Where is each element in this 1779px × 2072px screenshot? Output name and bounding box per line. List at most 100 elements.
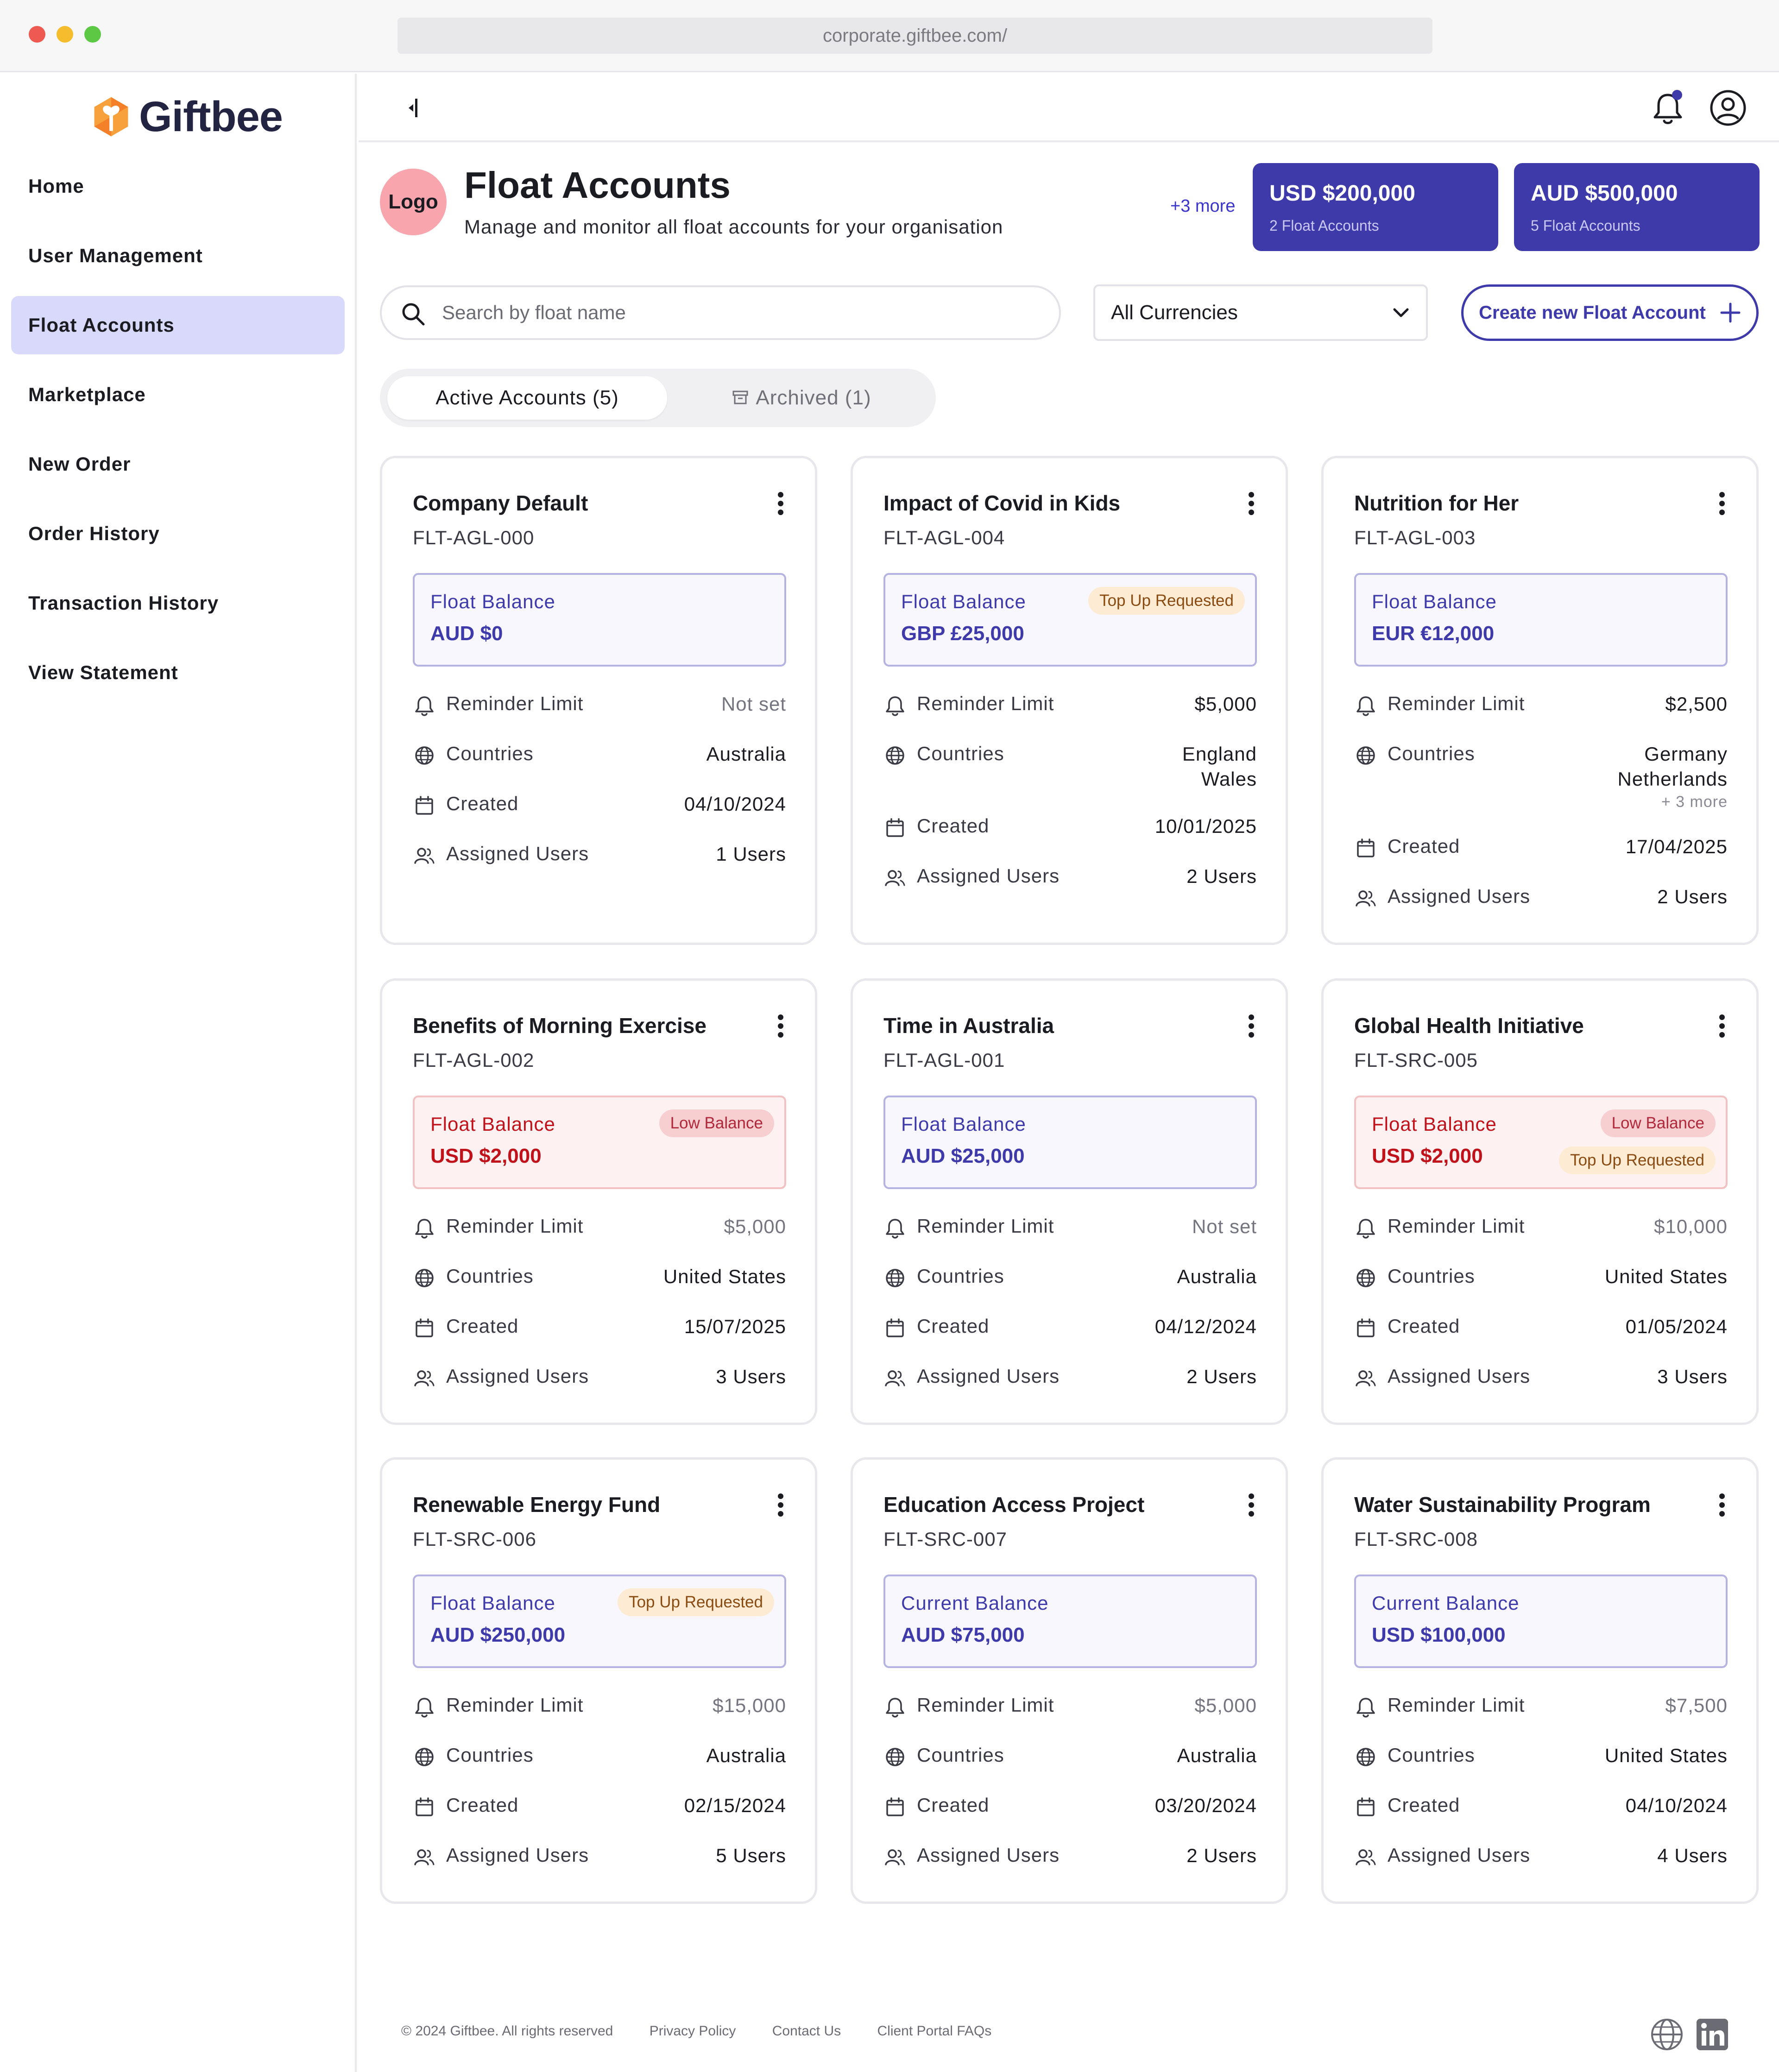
created-value: 01/05/2024 (1625, 1316, 1728, 1337)
currency-summary-card-usd[interactable]: USD $200,000 2 Float Accounts (1253, 163, 1498, 251)
country-name: United States (1604, 1266, 1728, 1287)
more-options-icon[interactable] (1718, 1014, 1726, 1038)
created-row: Created 04/10/2024 (1354, 1787, 1728, 1837)
reminder-value: $7,500 (1665, 1694, 1728, 1716)
sidebar-item-view-statement[interactable]: View Statement (28, 661, 178, 683)
more-options-icon[interactable] (1248, 1493, 1255, 1517)
assigned-users-value: 4 Users (1657, 1845, 1728, 1866)
float-account-card-flt-agl-001[interactable]: Time in Australia FLT-AGL-001 Float Bala… (851, 978, 1288, 1425)
card-details: Reminder Limit $10,000 Countries United … (1354, 1208, 1728, 1408)
float-account-card-flt-agl-002[interactable]: Benefits of Morning Exercise FLT-AGL-002… (380, 978, 817, 1425)
float-account-card-flt-agl-004[interactable]: Impact of Covid in Kids FLT-AGL-004 Floa… (851, 456, 1288, 945)
sidebar: Giftbee Home User Management Float Accou… (0, 74, 357, 2072)
more-options-icon[interactable] (1248, 1014, 1255, 1038)
create-float-account-button[interactable]: Create new Float Account (1461, 284, 1759, 341)
window-minimize-dot[interactable] (57, 26, 73, 43)
bell-icon[interactable] (1649, 88, 1686, 127)
calendar-icon (416, 796, 433, 815)
window-maximize-dot[interactable] (84, 26, 101, 43)
more-options-icon[interactable] (1718, 1493, 1726, 1517)
footer-link-faqs[interactable]: Client Portal FAQs (877, 2023, 992, 2039)
more-options-icon[interactable] (777, 1493, 784, 1517)
currency-summary-card-aud[interactable]: AUD $500,000 5 Float Accounts (1514, 163, 1760, 251)
countries-value: Australia (1177, 1743, 1257, 1768)
footer-link-privacy[interactable]: Privacy Policy (649, 2023, 736, 2039)
countries-row: Countries Australia (883, 1737, 1257, 1787)
sidebar-item-order-history[interactable]: Order History (28, 523, 160, 544)
float-account-card-flt-agl-003[interactable]: Nutrition for Her FLT-AGL-003 Float Bala… (1321, 456, 1759, 945)
bell-icon (886, 1698, 904, 1718)
footer-link-contact[interactable]: Contact Us (772, 2023, 841, 2039)
more-options-icon[interactable] (1718, 491, 1726, 516)
countries-value: Australia (707, 742, 786, 767)
country-name: Australia (706, 743, 786, 765)
balance-box: Current Balance AUD $75,000 (883, 1574, 1257, 1668)
card-title: Benefits of Morning Exercise (413, 1014, 707, 1038)
reminder-label: Reminder Limit (1388, 693, 1525, 714)
float-account-card-flt-src-008[interactable]: Water Sustainability Program FLT-SRC-008… (1321, 1457, 1759, 1904)
card-details: Reminder Limit $7,500 Countries United S… (1354, 1687, 1728, 1887)
summary-count: 5 Float Accounts (1531, 217, 1640, 234)
globe-icon[interactable] (1649, 2017, 1684, 2052)
collapse-sidebar-icon[interactable] (400, 94, 423, 122)
tab-active-accounts[interactable]: Active Accounts (5) (387, 376, 667, 420)
sidebar-item-transaction-history[interactable]: Transaction History (28, 592, 219, 614)
created-value: 15/07/2025 (684, 1316, 786, 1337)
balance-label: Float Balance (901, 591, 1026, 612)
countries-label: Countries (917, 1744, 1004, 1766)
assigned-users-label: Assigned Users (917, 865, 1060, 887)
card-code: FLT-SRC-007 (883, 1528, 1007, 1550)
calendar-icon (1357, 1318, 1375, 1337)
currency-filter-select[interactable]: All Currencies (1093, 284, 1428, 341)
top-bar (359, 74, 1779, 142)
search-input[interactable] (442, 287, 1044, 338)
assigned-users-value: 3 Users (1657, 1366, 1728, 1387)
more-options-icon[interactable] (777, 491, 784, 516)
browser-chrome: corporate.giftbee.com/ (0, 0, 1779, 72)
created-label: Created (917, 1315, 990, 1337)
assigned-users-row: Assigned Users 2 Users (883, 1837, 1257, 1887)
created-label: Created (446, 1315, 519, 1337)
float-account-card-flt-src-005[interactable]: Global Health Initiative FLT-SRC-005 Flo… (1321, 978, 1759, 1425)
balance-box: Float Balance AUD $0 (413, 573, 786, 667)
linkedin-icon[interactable] (1696, 2018, 1729, 2051)
card-details: Reminder Limit Not set Countries Austral… (883, 1208, 1257, 1408)
float-account-card-flt-src-007[interactable]: Education Access Project FLT-SRC-007 Cur… (851, 1457, 1288, 1904)
reminder-value: $15,000 (713, 1694, 786, 1716)
countries-label: Countries (917, 743, 1004, 764)
bell-icon (1356, 696, 1375, 716)
user-profile-icon[interactable] (1709, 88, 1747, 127)
card-title: Renewable Energy Fund (413, 1493, 661, 1517)
assigned-users-label: Assigned Users (1388, 1844, 1531, 1866)
created-row: Created 17/04/2025 (1354, 828, 1728, 878)
more-options-icon[interactable] (1248, 491, 1255, 516)
bell-icon (415, 696, 434, 716)
countries-label: Countries (1388, 1744, 1475, 1766)
float-account-card-flt-agl-000[interactable]: Company Default FLT-AGL-000 Float Balanc… (380, 456, 817, 945)
window-close-dot[interactable] (29, 26, 45, 43)
more-countries-link[interactable]: + 3 more (1661, 793, 1728, 811)
card-details: Reminder Limit Not set Countries Austral… (413, 685, 786, 885)
sidebar-item-marketplace[interactable]: Marketplace (28, 384, 146, 405)
sidebar-item-user-management[interactable]: User Management (28, 245, 203, 266)
address-bar[interactable]: corporate.giftbee.com/ (397, 18, 1432, 54)
balance-label: Float Balance (901, 1113, 1026, 1135)
assigned-users-value: 5 Users (716, 1845, 786, 1866)
more-options-icon[interactable] (777, 1014, 784, 1038)
countries-row: Countries United States (1354, 1258, 1728, 1308)
countries-value: England Wales (1182, 742, 1257, 792)
sidebar-item-home[interactable]: Home (28, 175, 84, 197)
sidebar-item-new-order[interactable]: New Order (28, 453, 131, 475)
float-account-card-flt-src-006[interactable]: Renewable Energy Fund FLT-SRC-006 Float … (380, 1457, 817, 1904)
more-currencies-link[interactable]: +3 more (1170, 196, 1236, 216)
globe-icon (415, 746, 434, 765)
sidebar-item-float-accounts[interactable]: Float Accounts (11, 296, 345, 354)
card-details: Reminder Limit $5,000 Countries United S… (413, 1208, 786, 1408)
created-row: Created 02/15/2024 (413, 1787, 786, 1837)
brand-logo[interactable]: Giftbee (89, 91, 283, 142)
tab-archived[interactable]: Archived (1) (676, 376, 927, 420)
assigned-users-value: 3 Users (716, 1366, 786, 1387)
country-name: Netherlands (1617, 768, 1728, 790)
top-up-requested-badge: Top Up Requested (1559, 1146, 1716, 1174)
card-details: Reminder Limit $5,000 Countries England W… (883, 685, 1257, 907)
